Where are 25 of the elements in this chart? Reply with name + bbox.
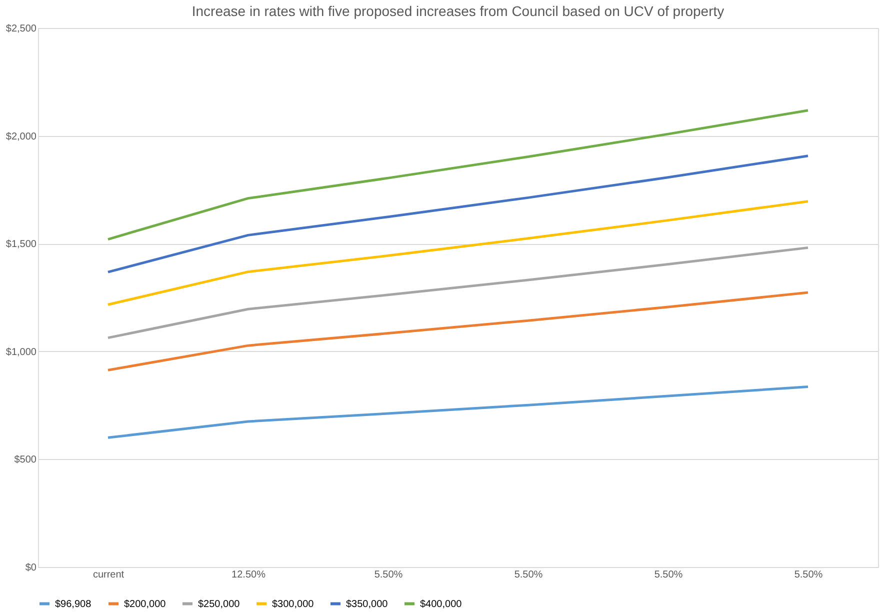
line-series	[106, 109, 810, 241]
x-tick-label: current	[92, 570, 124, 580]
chart-title: Increase in rates with five proposed increases from Council based on UCV of property	[192, 3, 724, 19]
line-series	[106, 291, 810, 372]
y-tick-label: $1,000	[6, 346, 37, 358]
x-tick-label: 5.50%	[654, 570, 683, 580]
legend-label: $250,000	[198, 598, 240, 610]
line-series	[106, 386, 810, 439]
x-tick-label: 5.50%	[514, 570, 543, 580]
line-series	[106, 154, 810, 274]
line-series	[106, 200, 810, 306]
y-tick-label: $1,500	[6, 239, 37, 250]
x-tick-label: 5.50%	[374, 570, 403, 580]
line-series	[106, 246, 810, 340]
legend-label: $300,000	[272, 598, 314, 610]
y-tick-label: $2,500	[6, 24, 37, 34]
legend-label: $200,000	[124, 598, 166, 610]
x-tick-label: 5.50%	[794, 570, 823, 580]
y-tick-label: $0	[25, 562, 37, 574]
x-tick-label: 12.50%	[232, 570, 266, 580]
legend-label: $350,000	[346, 598, 388, 610]
legend-label: $400,000	[420, 598, 462, 610]
y-tick-label: $2,000	[6, 131, 37, 142]
legend-label: $96,908	[55, 598, 92, 610]
y-tick-label: $500	[14, 454, 37, 466]
